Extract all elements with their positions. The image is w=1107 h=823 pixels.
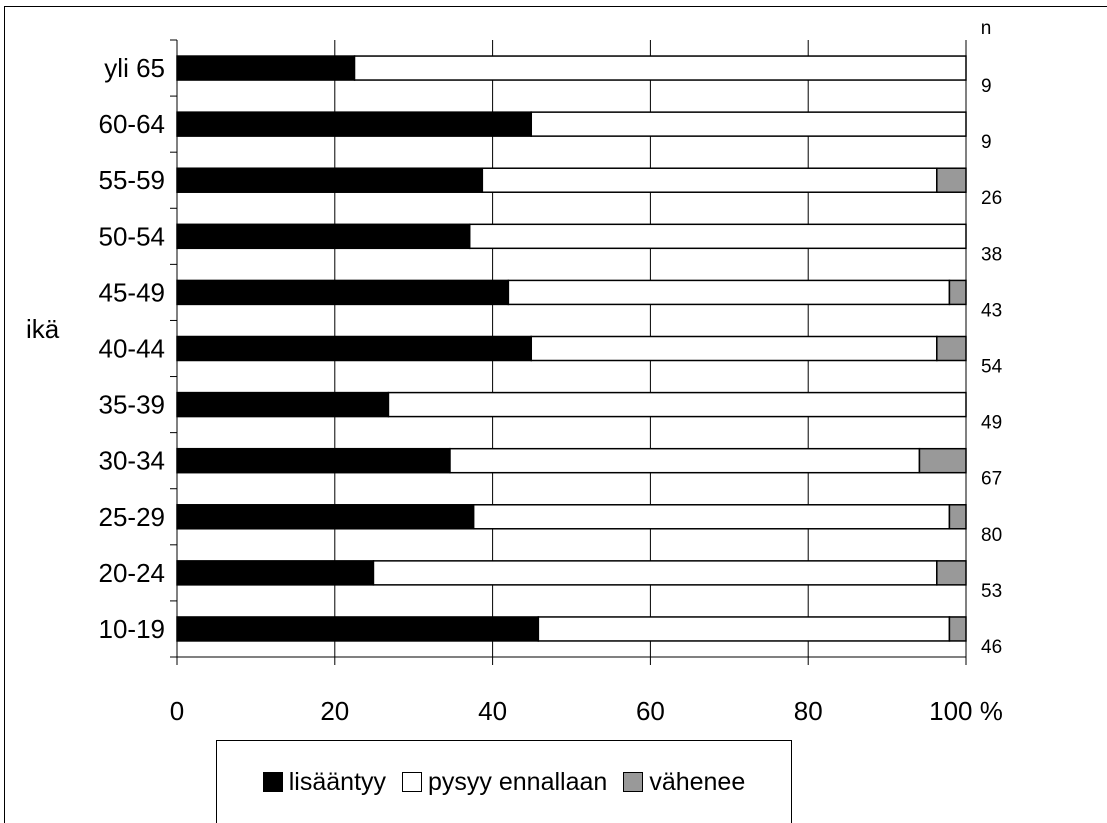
bar-pysyy-ennallaan bbox=[387, 391, 967, 418]
category-label: 25-29 bbox=[99, 502, 166, 532]
bar-vähenee bbox=[936, 335, 967, 362]
bar-lisääntyy bbox=[176, 447, 451, 474]
bar-lisääntyy bbox=[176, 167, 484, 193]
bar-pysyy-ennallaan bbox=[537, 616, 951, 642]
bar-pysyy-ennallaan bbox=[530, 335, 938, 362]
n-value-label: 26 bbox=[981, 188, 1002, 209]
bar-lisääntyy bbox=[176, 55, 356, 81]
legend-label-pysyy-ennallaan: pysyy ennallaan bbox=[428, 767, 608, 796]
legend-label-lisaantyy: lisääntyy bbox=[288, 767, 387, 796]
n-value-label: 54 bbox=[981, 357, 1003, 378]
bar-pysyy-ennallaan bbox=[530, 111, 967, 137]
labels: 0 20 40 60 80 100 % yli 65 9 60-64 9 55-59 26 50-54 3… bbox=[26, 18, 1003, 726]
legend-swatch-lisaantyy bbox=[262, 772, 283, 792]
n-value-label: 46 bbox=[981, 637, 1002, 658]
n-value-label: 67 bbox=[981, 469, 1002, 490]
bar-lisääntyy bbox=[176, 391, 390, 418]
category-label: 40-44 bbox=[99, 334, 166, 364]
n-value-label: 80 bbox=[981, 525, 1002, 546]
axes bbox=[170, 39, 967, 665]
legend-item-lisaantyy: lisääntyy bbox=[262, 767, 387, 797]
x-tick-label: 80 bbox=[794, 696, 823, 726]
bar-vähenee bbox=[918, 447, 967, 474]
bars bbox=[176, 55, 967, 642]
bar-pysyy-ennallaan bbox=[353, 55, 967, 81]
n-value-label: 38 bbox=[981, 244, 1002, 265]
bar-pysyy-ennallaan bbox=[472, 504, 951, 530]
stacked-bar-chart: 0 20 40 60 80 100 % yli 65 9 60-64 9 55-59 26 50-54 3… bbox=[26, 18, 1003, 726]
x-tick-label: 100 % bbox=[929, 696, 1003, 726]
bar-lisääntyy bbox=[176, 279, 510, 306]
bar-pysyy-ennallaan bbox=[507, 279, 951, 306]
legend-item-pysyy-ennallaan: pysyy ennallaan bbox=[402, 768, 607, 797]
n-value-label: 9 bbox=[981, 132, 992, 153]
category-label: 35-39 bbox=[99, 390, 166, 420]
bar-lisääntyy bbox=[176, 335, 533, 362]
n-value-label: 43 bbox=[981, 300, 1002, 321]
legend: lisääntyy pysyy ennallaan vähenee bbox=[216, 740, 792, 823]
legend-swatch-vahenee bbox=[623, 772, 644, 792]
x-tick-label: 40 bbox=[478, 696, 507, 726]
legend-label-vahenee: vähenee bbox=[649, 767, 746, 796]
bar-vähenee bbox=[948, 616, 967, 642]
bar-pysyy-ennallaan bbox=[372, 560, 938, 586]
category-label: 45-49 bbox=[99, 277, 166, 307]
bar-lisääntyy bbox=[176, 111, 533, 137]
bar-vähenee bbox=[936, 167, 967, 193]
bar-lisääntyy bbox=[176, 616, 540, 642]
bar-lisääntyy bbox=[176, 504, 475, 530]
y-axis-label: ikä bbox=[26, 314, 60, 344]
bar-pysyy-ennallaan bbox=[468, 223, 967, 250]
category-label: 20-24 bbox=[99, 558, 166, 588]
category-label: 60-64 bbox=[99, 109, 166, 139]
category-label: yli 65 bbox=[104, 53, 165, 83]
bar-pysyy-ennallaan bbox=[481, 167, 938, 193]
category-label: 30-34 bbox=[99, 446, 166, 476]
legend-item-vahenee: vähenee bbox=[623, 768, 745, 797]
x-tick-label: 0 bbox=[170, 696, 184, 726]
bar-pysyy-ennallaan bbox=[449, 447, 921, 474]
x-tick-label: 20 bbox=[320, 696, 349, 726]
bar-vähenee bbox=[936, 560, 967, 586]
bar-lisääntyy bbox=[176, 223, 471, 250]
category-label: 50-54 bbox=[99, 221, 166, 251]
bar-vähenee bbox=[948, 504, 967, 530]
n-value-label: 49 bbox=[981, 413, 1002, 434]
category-label: 10-19 bbox=[99, 614, 166, 644]
bar-vähenee bbox=[948, 279, 967, 306]
n-header: n bbox=[981, 18, 992, 39]
category-label: 55-59 bbox=[99, 165, 166, 195]
legend-swatch-pysyy-ennallaan bbox=[402, 772, 423, 792]
bar-lisääntyy bbox=[176, 560, 375, 586]
chart-frame bbox=[4, 6, 1107, 823]
n-value-label: 9 bbox=[981, 76, 992, 97]
x-tick-label: 60 bbox=[636, 696, 665, 726]
n-value-label: 53 bbox=[981, 581, 1002, 602]
